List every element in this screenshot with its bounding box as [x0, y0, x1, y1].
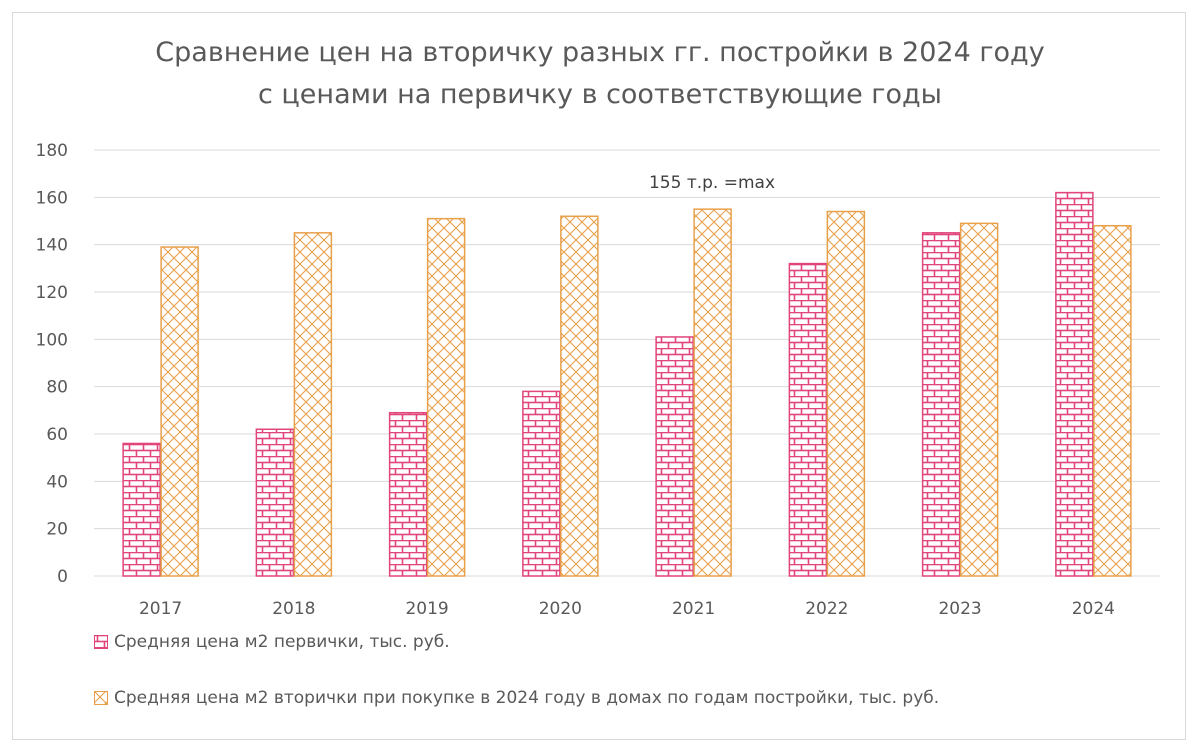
x-tick-label: 2024	[1072, 599, 1115, 619]
y-tick-label: 100	[36, 330, 68, 350]
bar-secondary-2020	[560, 215, 599, 577]
y-tick-label: 40	[46, 472, 68, 492]
bar-primary-2018	[255, 428, 295, 577]
y-tick-label: 180	[36, 141, 68, 161]
bar-primary-2023	[921, 232, 961, 577]
bar-secondary-2023	[959, 222, 999, 577]
y-tick-label: 160	[36, 188, 68, 208]
legend-item-primary: Средняя цена м2 первички, тыс. руб.	[94, 632, 450, 652]
x-tick-label: 2019	[405, 599, 448, 619]
bar-secondary-2019	[426, 217, 466, 577]
legend-label-primary: Средняя цена м2 первички, тыс. руб.	[114, 632, 450, 652]
bar-primary-2017	[122, 442, 161, 577]
bar-secondary-2024	[1093, 224, 1132, 577]
bar-secondary-2022	[826, 210, 866, 577]
bar-primary-2019	[388, 411, 428, 577]
y-tick-label: 80	[46, 378, 68, 398]
bar-secondary-2018	[293, 232, 333, 577]
chart-title-line-1: Сравнение цен на вторичку разных гг. пос…	[155, 37, 1045, 68]
legend-item-secondary: Средняя цена м2 вторички при покупке в 2…	[94, 688, 939, 708]
bar-secondary-2017	[160, 246, 199, 577]
x-tick-label: 2020	[539, 599, 582, 619]
bar-primary-2022	[788, 262, 828, 577]
y-tick-label: 120	[36, 283, 68, 303]
x-tick-label: 2017	[139, 599, 182, 619]
x-tick-label: 2018	[272, 599, 315, 619]
x-tick-label: 2021	[672, 599, 715, 619]
x-tick-label: 2023	[938, 599, 981, 619]
chart-title-line-2: с ценами на первичку в соответствующие г…	[258, 79, 942, 110]
x-tick-label: 2022	[805, 599, 848, 619]
y-tick-label: 0	[57, 567, 68, 587]
bar-primary-2020	[522, 390, 561, 577]
max-annotation: 155 т.р. =max	[649, 173, 775, 193]
y-tick-label: 20	[46, 520, 68, 540]
legend-swatch-secondary	[94, 691, 108, 705]
bar-primary-2021	[655, 336, 694, 577]
chart-title: Сравнение цен на вторичку разных гг. пос…	[0, 32, 1200, 116]
x-axis-ticks: 2017 2018 2019 2020 2021 2022 2023 2024	[139, 599, 1115, 619]
bar-primary-2024	[1055, 191, 1094, 577]
legend-swatch-primary	[94, 635, 108, 649]
bar-secondary-2021	[693, 208, 732, 577]
bars	[122, 191, 1132, 577]
y-tick-label: 140	[36, 236, 68, 256]
gridlines	[94, 149, 1160, 577]
y-axis-ticks: 0 20 40 60 80 100 120 140 160 180	[36, 141, 68, 587]
legend-label-secondary: Средняя цена м2 вторички при покупке в 2…	[114, 688, 940, 708]
y-tick-label: 60	[46, 425, 68, 445]
